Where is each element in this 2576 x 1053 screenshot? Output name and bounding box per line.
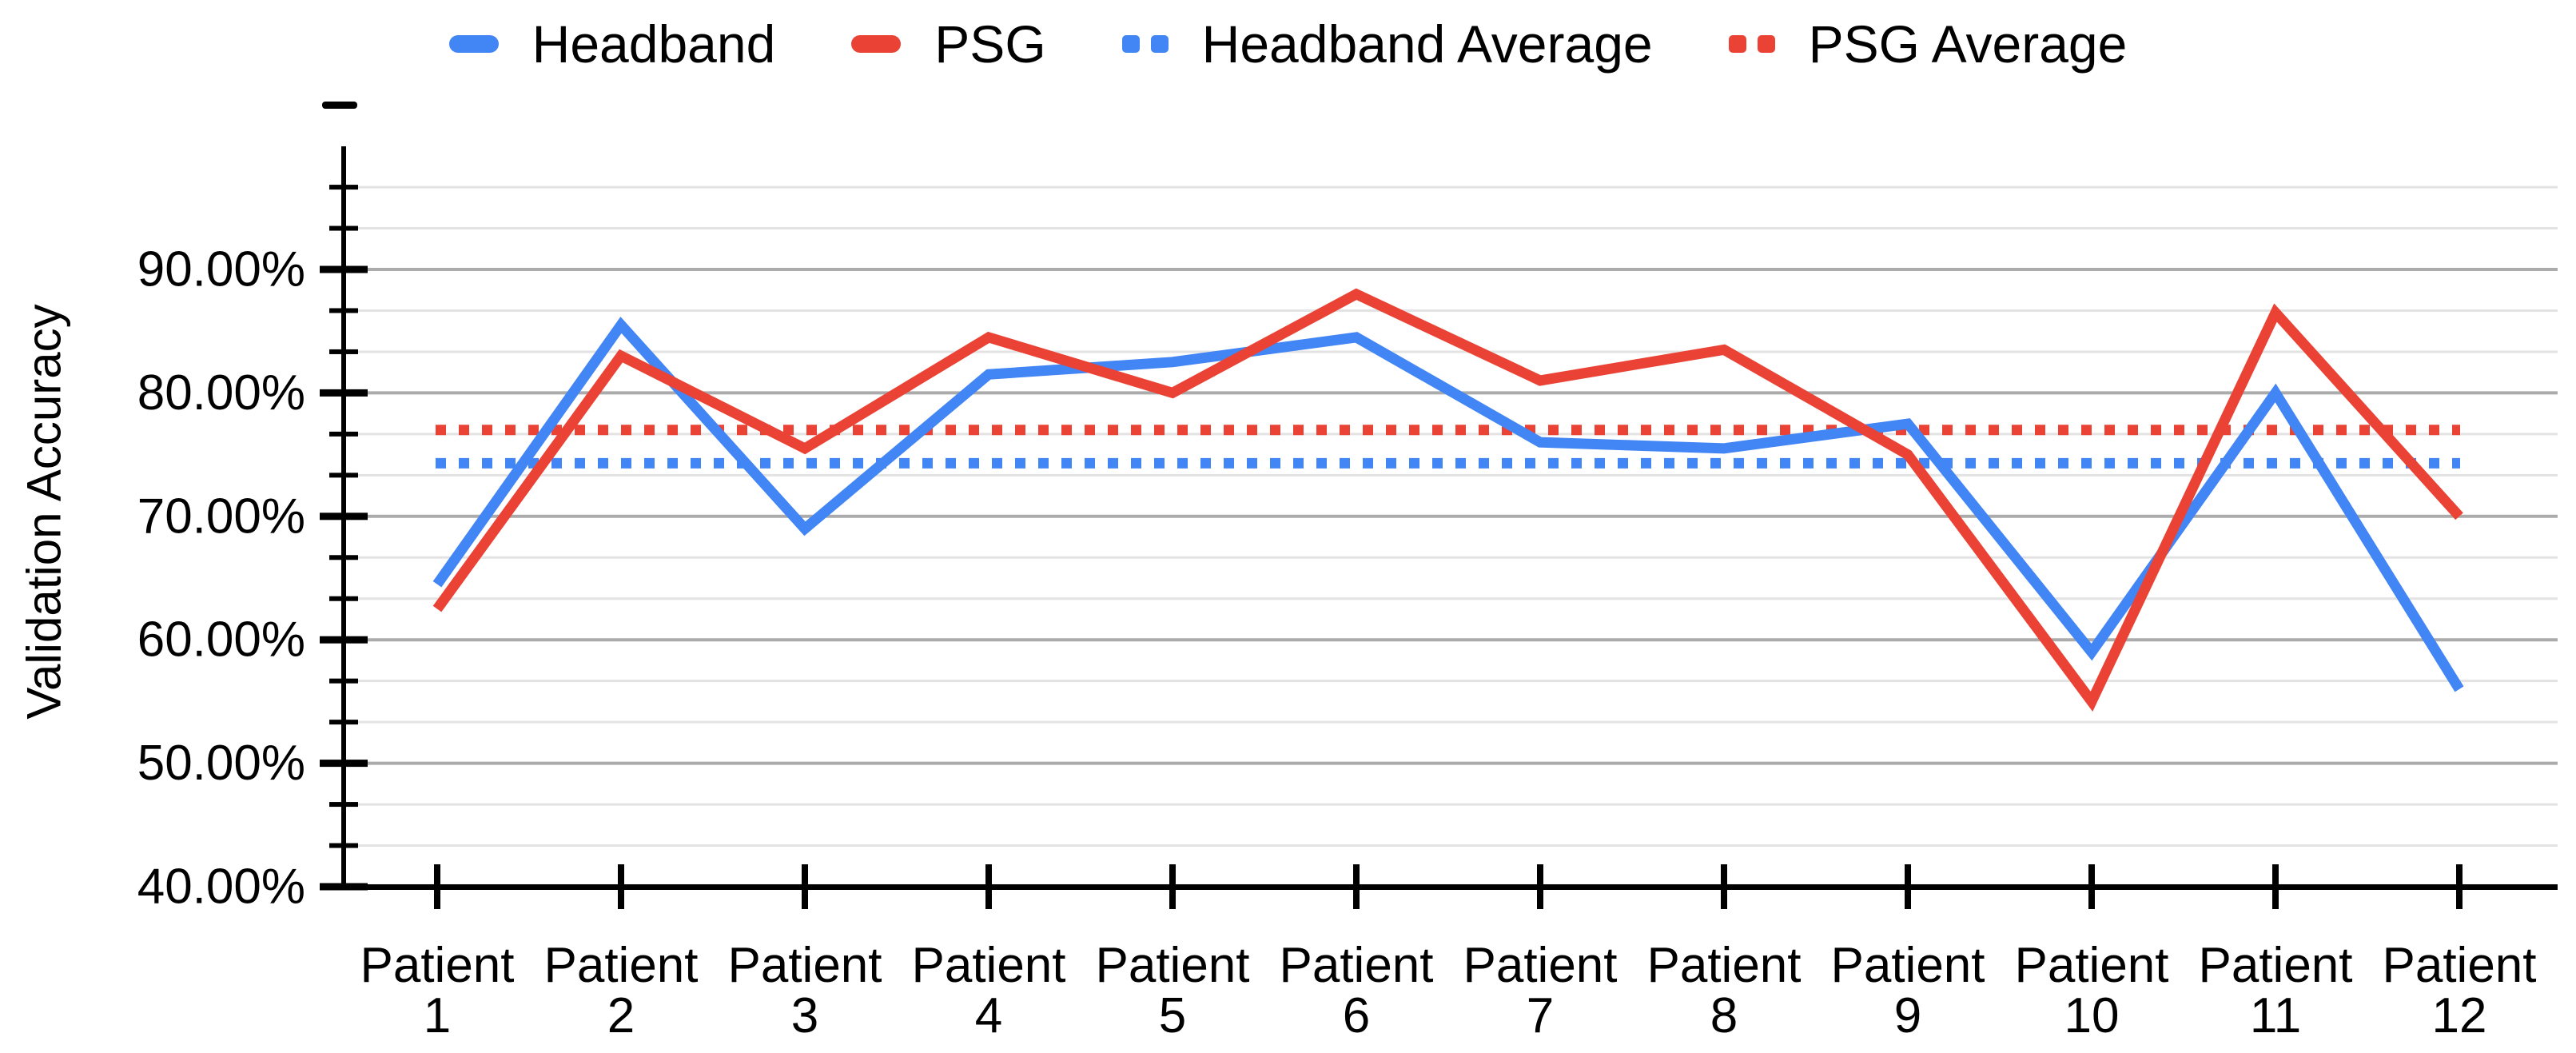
y-tick-label: 80.00% (137, 365, 305, 421)
y-axis-minor-tick (329, 308, 358, 313)
x-tick-label: Patient 11 (2198, 938, 2352, 1043)
x-tick-label: Patient 7 (1463, 938, 1617, 1043)
y-axis-minor-tick (329, 555, 358, 560)
x-axis-line (341, 884, 2558, 890)
x-axis-tick (2456, 864, 2463, 909)
y-axis-major-tick (320, 760, 368, 768)
x-tick-label: Patient 12 (2382, 938, 2536, 1043)
x-axis-tick (2272, 864, 2279, 909)
y-tick-label: 70.00% (137, 489, 305, 544)
y-axis-minor-tick (329, 596, 358, 601)
x-axis-tick (2088, 864, 2095, 909)
legend-label-headband-average: Headband Average (1201, 14, 1653, 74)
y-axis-major-tick (320, 636, 368, 644)
headband-line (432, 317, 2464, 692)
legend-label-psg-average: PSG Average (1808, 14, 2128, 74)
x-axis-tick (802, 864, 808, 909)
x-tick-label: Patient 5 (1095, 938, 1249, 1043)
y-axis-minor-tick (329, 431, 358, 437)
legend-item-headband-average[interactable]: Headband Average (1121, 14, 1653, 74)
x-axis-tick (985, 864, 992, 909)
y-axis-major-tick (320, 265, 368, 273)
psg-line (432, 288, 2463, 712)
x-tick-label: Patient 6 (1279, 938, 1433, 1043)
legend-label-headband: Headband (532, 14, 776, 74)
x-axis-tick (1721, 864, 1727, 909)
y-axis-minor-tick (329, 720, 358, 725)
legend-item-headband[interactable]: Headband (448, 14, 776, 74)
y-axis-minor-tick (329, 349, 358, 354)
x-tick-label: Patient 8 (1646, 938, 1801, 1043)
y-tick-label: 50.00% (137, 736, 305, 791)
x-axis-tick (1905, 864, 1911, 909)
y-axis-major-tick (320, 389, 368, 397)
x-tick-label: Patient 1 (360, 938, 514, 1043)
x-axis-tick (1537, 864, 1543, 909)
x-axis-tick (1353, 864, 1360, 909)
y-axis-minor-tick (329, 802, 358, 808)
y-tick-label: 90.00% (137, 242, 305, 297)
psg-average-swatch-icon (1728, 35, 1775, 53)
x-tick-label: Patient 3 (727, 938, 882, 1043)
headband-average-swatch-icon (1121, 35, 1169, 53)
y-axis-major-tick (320, 883, 368, 891)
legend-label-psg: PSG (934, 14, 1046, 74)
x-tick-label: Patient 2 (543, 938, 698, 1043)
y-axis-minor-tick (329, 678, 358, 684)
y-axis-minor-tick (329, 843, 358, 848)
y-tick-label: 60.00% (137, 612, 305, 668)
y-axis-minor-tick (329, 225, 358, 231)
x-axis-tick (1169, 864, 1176, 909)
y-axis-minor-tick (329, 473, 358, 478)
y-tick-label: 40.00% (137, 860, 305, 915)
legend: Headband PSG Headband Average PSG Averag… (0, 18, 2576, 70)
x-tick-label: Patient 10 (2014, 938, 2168, 1043)
y-axis-major-tick (320, 513, 368, 521)
y-axis-minor-tick (329, 185, 358, 190)
x-tick-label: Patient 9 (1830, 938, 1985, 1043)
x-axis-tick (434, 864, 440, 909)
x-axis-tick (618, 864, 624, 909)
psg-swatch-icon (851, 35, 902, 53)
legend-item-psg-average[interactable]: PSG Average (1728, 14, 2128, 74)
axis-overflow-dash (322, 102, 357, 109)
x-tick-label: Patient 4 (911, 938, 1065, 1043)
legend-item-psg[interactable]: PSG (851, 14, 1046, 74)
headband-swatch-icon (448, 35, 499, 53)
